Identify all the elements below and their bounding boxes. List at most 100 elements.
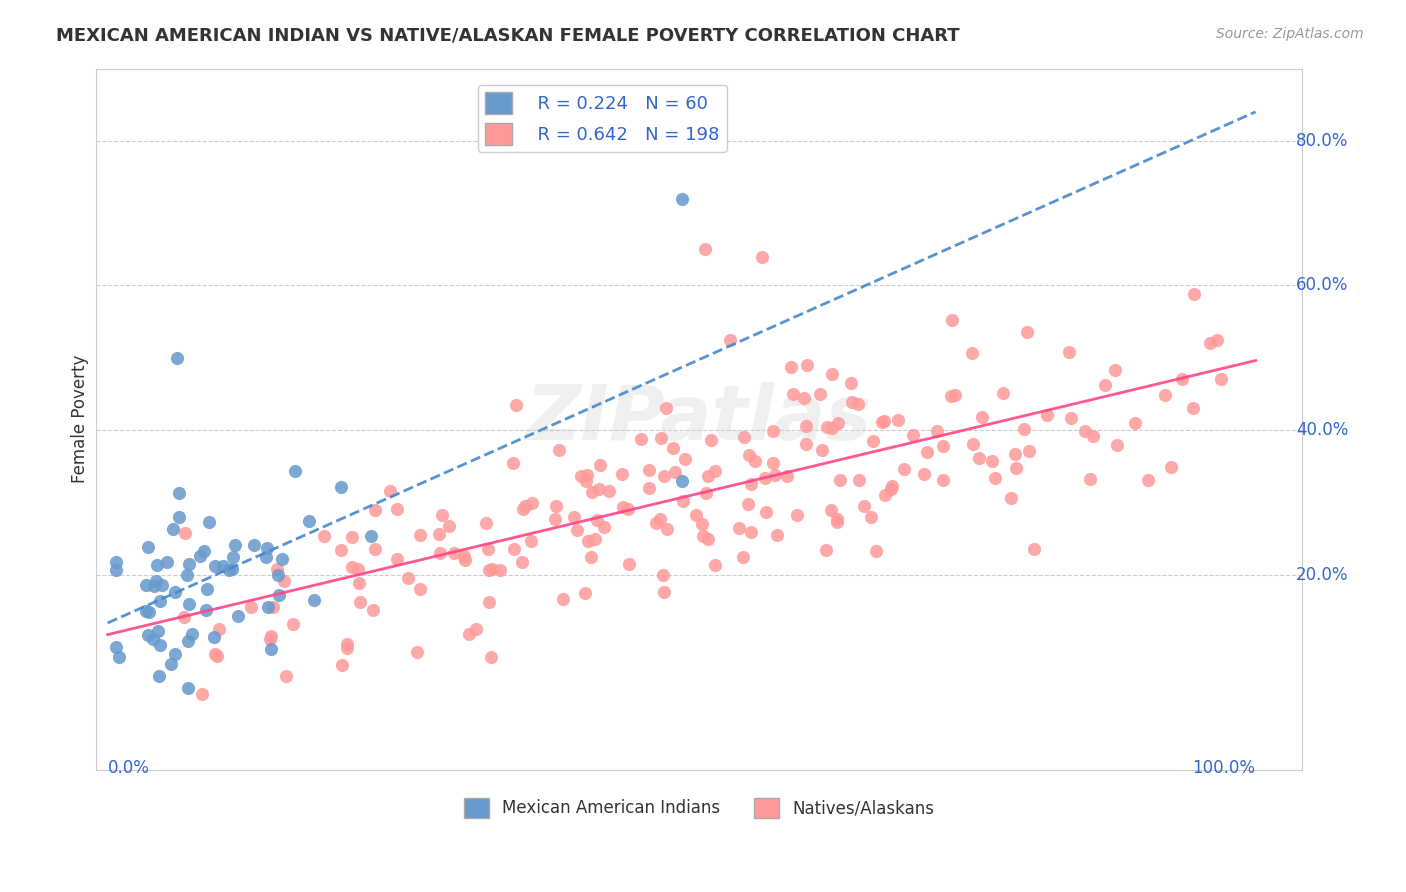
Point (347, 562, 370, 576)
Point (588, 483, 610, 497)
Point (195, 582, 218, 597)
Point (150, 577, 173, 591)
Point (177, 598, 200, 612)
Point (1136, 473, 1159, 487)
Point (478, 564, 501, 578)
Point (430, 508, 453, 522)
Point (704, 558, 727, 572)
Point (782, 387, 804, 401)
Point (827, 416, 849, 430)
Point (1074, 425, 1097, 439)
Point (519, 534, 541, 549)
Point (567, 523, 589, 537)
Point (984, 471, 1007, 485)
Point (260, 629, 283, 643)
Point (839, 376, 862, 390)
Point (766, 527, 789, 541)
Point (218, 564, 240, 578)
Point (1035, 409, 1057, 423)
Point (762, 456, 785, 470)
Point (967, 451, 990, 466)
Point (1000, 491, 1022, 506)
Point (349, 595, 371, 609)
Point (932, 473, 955, 487)
Point (405, 645, 427, 659)
Point (173, 526, 195, 541)
Point (645, 516, 668, 530)
Point (443, 546, 465, 560)
Point (283, 617, 305, 632)
Point (1171, 372, 1194, 386)
Point (574, 586, 596, 600)
Point (1083, 429, 1105, 443)
Point (1004, 447, 1026, 461)
Point (733, 549, 755, 564)
Point (943, 388, 966, 402)
Point (814, 542, 837, 557)
Point (176, 568, 198, 582)
Point (932, 439, 955, 453)
Point (873, 488, 896, 502)
Point (409, 582, 432, 596)
Point (437, 519, 460, 533)
Point (160, 657, 183, 672)
Point (330, 657, 353, 672)
Point (465, 622, 488, 636)
Point (593, 519, 616, 533)
Point (673, 452, 696, 467)
Point (254, 549, 277, 564)
Point (1205, 333, 1227, 347)
Point (860, 510, 883, 524)
Point (1104, 363, 1126, 377)
Point (273, 574, 295, 589)
Point (142, 632, 165, 646)
Point (505, 398, 527, 412)
Point (811, 442, 834, 457)
Point (262, 599, 284, 614)
Point (205, 649, 228, 664)
Point (510, 555, 533, 569)
Point (138, 605, 160, 619)
Point (650, 431, 672, 445)
Point (481, 562, 503, 576)
Text: 100.0%: 100.0% (1192, 759, 1256, 777)
Point (740, 524, 762, 539)
Point (212, 558, 235, 573)
Point (652, 469, 675, 483)
Point (652, 585, 675, 599)
Point (544, 512, 567, 526)
Point (146, 624, 169, 639)
Point (655, 401, 678, 415)
Point (941, 389, 963, 403)
Point (848, 473, 870, 487)
Point (576, 534, 599, 549)
Point (149, 638, 172, 652)
Point (744, 454, 766, 468)
Point (1012, 422, 1035, 436)
Point (583, 533, 606, 547)
Point (360, 529, 382, 543)
Point (1059, 411, 1081, 425)
Point (502, 542, 524, 557)
Point (1094, 378, 1116, 392)
Point (664, 465, 686, 479)
Point (697, 532, 720, 546)
Point (562, 510, 585, 524)
Point (700, 433, 723, 447)
Point (862, 434, 884, 448)
Point (690, 516, 713, 531)
Point (821, 420, 844, 434)
Point (576, 467, 599, 482)
Point (256, 599, 278, 614)
Point (347, 575, 370, 590)
Point (1105, 438, 1128, 452)
Point (852, 500, 875, 514)
Point (304, 592, 326, 607)
Point (873, 414, 896, 428)
Point (477, 541, 499, 556)
Point (427, 527, 450, 541)
Point (671, 474, 693, 488)
Point (165, 585, 187, 599)
Legend: Mexican American Indians, Natives/Alaskans: Mexican American Indians, Natives/Alaska… (457, 791, 941, 825)
Point (314, 529, 336, 543)
